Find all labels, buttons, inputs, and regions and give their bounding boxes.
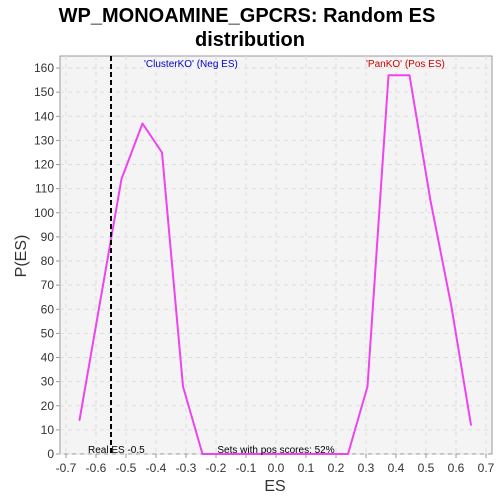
x-tick-label: -0.2 (206, 461, 227, 475)
x-tick-label: -0.5 (116, 461, 137, 475)
y-tick-label: 70 (41, 278, 55, 292)
y-tick-label: 0 (47, 447, 54, 461)
annotation-text: 'PanKO' (Pos ES) (366, 59, 445, 70)
data-point (78, 419, 81, 422)
real-es-label: Real ES -0.5 (88, 445, 145, 456)
annotation-text: 'ClusterKO' (Neg ES) (144, 59, 238, 70)
y-tick-label: 20 (41, 399, 55, 413)
series-layer (78, 74, 472, 455)
chart-title-line-2: distribution (195, 29, 305, 51)
x-tick-label: 0.5 (418, 461, 435, 475)
y-tick-label: 120 (34, 158, 54, 172)
data-point (141, 122, 144, 125)
data-point (450, 306, 453, 308)
data-point (429, 199, 432, 202)
y-axis-label: P(ES) (13, 235, 30, 278)
y-tick-label: 100 (34, 206, 54, 220)
y-tick-label: 130 (34, 133, 54, 147)
data-point (161, 151, 163, 154)
y-tick-label: 50 (41, 326, 55, 340)
x-tick-label: 0.0 (268, 461, 285, 475)
data-point (408, 74, 411, 77)
y-tick-label: 80 (41, 254, 55, 268)
data-point (470, 424, 472, 426)
y-tick-label: 140 (34, 109, 54, 123)
y-tick-label: 150 (34, 85, 54, 99)
axis-layer: -0.7 -0.6 -0.5 -0.4 -0.3 -0.2 -0.1 0.0 0.1 0.2 0.3… (34, 61, 495, 475)
x-axis-label: ES (264, 478, 285, 495)
y-tick-label: 110 (35, 182, 54, 196)
y-tick-label: 10 (41, 423, 55, 437)
x-tick-label: -0.1 (236, 461, 257, 475)
y-tick-label: 30 (41, 375, 55, 389)
y-tick-label: 160 (34, 61, 54, 75)
x-tick-label: -0.4 (146, 461, 167, 475)
chart-title-line-1: WP_MONOAMINE_GPCRS: Random ES (59, 5, 436, 27)
y-tick-label: 40 (41, 351, 55, 365)
data-point (366, 385, 369, 388)
annotation-text: Sets with pos scores: 52% (217, 445, 334, 456)
y-tick-label: 60 (41, 302, 55, 316)
x-tick-label: 0.7 (478, 461, 495, 475)
data-point (387, 74, 390, 77)
grid-layer (60, 56, 492, 455)
x-tick-label: 0.3 (358, 461, 375, 475)
x-tick-label: 0.1 (298, 461, 315, 475)
annotation-layer: Real ES -0.5 'ClusterKO' (Neg ES) 'PanKO' … (88, 56, 445, 456)
x-tick-label: 0.6 (448, 461, 465, 475)
data-point (201, 453, 204, 455)
x-tick-label: -0.7 (56, 461, 77, 475)
data-point (347, 453, 349, 455)
x-tick-label: 0.4 (388, 461, 405, 475)
x-tick-label: -0.3 (176, 461, 197, 475)
data-point (120, 178, 123, 180)
x-tick-label: 0.2 (328, 461, 345, 475)
data-point (182, 385, 184, 388)
y-tick-label: 90 (41, 230, 55, 244)
x-tick-label: -0.6 (86, 461, 107, 475)
